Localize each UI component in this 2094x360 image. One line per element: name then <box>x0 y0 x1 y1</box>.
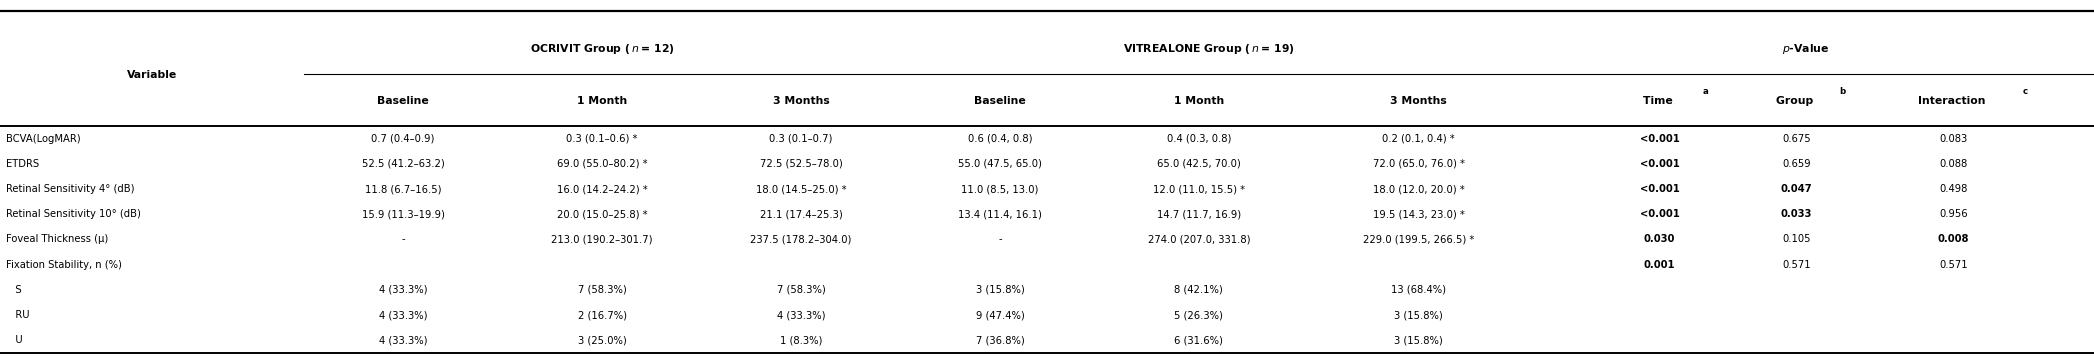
Text: 14.7 (11.7, 16.9): 14.7 (11.7, 16.9) <box>1156 209 1242 219</box>
Text: 0.047: 0.047 <box>1780 184 1813 194</box>
Text: 55.0 (47.5, 65.0): 55.0 (47.5, 65.0) <box>957 159 1043 169</box>
Text: <0.001: <0.001 <box>1640 159 1679 169</box>
Text: 19.5 (14.3, 23.0) *: 19.5 (14.3, 23.0) * <box>1374 209 1464 219</box>
Text: 0.001: 0.001 <box>1644 260 1675 270</box>
Text: 3 Months: 3 Months <box>1390 96 1447 106</box>
Text: 0.030: 0.030 <box>1644 234 1675 244</box>
Text: 0.956: 0.956 <box>1939 209 1968 219</box>
Text: Interaction: Interaction <box>1918 96 1989 106</box>
Text: 0.659: 0.659 <box>1782 159 1811 169</box>
Text: 2 (16.7%): 2 (16.7%) <box>578 310 626 320</box>
Text: 3 Months: 3 Months <box>773 96 829 106</box>
Text: 3 (25.0%): 3 (25.0%) <box>578 335 626 345</box>
Text: 11.0 (8.5, 13.0): 11.0 (8.5, 13.0) <box>961 184 1039 194</box>
Text: ETDRS: ETDRS <box>6 159 40 169</box>
Text: 7 (58.3%): 7 (58.3%) <box>777 285 825 295</box>
Text: <0.001: <0.001 <box>1640 209 1679 219</box>
Text: 0.105: 0.105 <box>1782 234 1811 244</box>
Text: 4 (33.3%): 4 (33.3%) <box>379 285 427 295</box>
Text: 6 (31.6%): 6 (31.6%) <box>1175 335 1223 345</box>
Text: 0.088: 0.088 <box>1939 159 1968 169</box>
Text: 16.0 (14.2–24.2) *: 16.0 (14.2–24.2) * <box>557 184 647 194</box>
Text: 0.675: 0.675 <box>1782 134 1811 144</box>
Text: 11.8 (6.7–16.5): 11.8 (6.7–16.5) <box>364 184 442 194</box>
Text: 21.1 (17.4–25.3): 21.1 (17.4–25.3) <box>760 209 842 219</box>
Text: Foveal Thickness (μ): Foveal Thickness (μ) <box>6 234 109 244</box>
Text: 69.0 (55.0–80.2) *: 69.0 (55.0–80.2) * <box>557 159 647 169</box>
Text: 13.4 (11.4, 16.1): 13.4 (11.4, 16.1) <box>957 209 1043 219</box>
Text: 72.5 (52.5–78.0): 72.5 (52.5–78.0) <box>760 159 842 169</box>
Text: 0.571: 0.571 <box>1939 260 1968 270</box>
Text: 1 Month: 1 Month <box>1175 96 1223 106</box>
Text: <0.001: <0.001 <box>1640 134 1679 144</box>
Text: RU: RU <box>6 310 29 320</box>
Text: 13 (68.4%): 13 (68.4%) <box>1390 285 1447 295</box>
Text: U: U <box>6 335 23 345</box>
Text: 4 (33.3%): 4 (33.3%) <box>379 335 427 345</box>
Text: -: - <box>402 234 404 244</box>
Text: S: S <box>6 285 21 295</box>
Text: 213.0 (190.2–301.7): 213.0 (190.2–301.7) <box>551 234 653 244</box>
Text: Retinal Sensitivity 4° (dB): Retinal Sensitivity 4° (dB) <box>6 184 134 194</box>
Text: 18.0 (12.0, 20.0) *: 18.0 (12.0, 20.0) * <box>1374 184 1464 194</box>
Text: Time: Time <box>1644 96 1675 106</box>
Text: 0.4 (0.3, 0.8): 0.4 (0.3, 0.8) <box>1166 134 1231 144</box>
Text: 4 (33.3%): 4 (33.3%) <box>777 310 825 320</box>
Text: 0.3 (0.1–0.7): 0.3 (0.1–0.7) <box>768 134 833 144</box>
Text: b: b <box>1841 87 1845 96</box>
Text: 9 (47.4%): 9 (47.4%) <box>976 310 1024 320</box>
Text: a: a <box>1702 87 1709 96</box>
Text: c: c <box>2023 87 2027 96</box>
Text: 0.6 (0.4, 0.8): 0.6 (0.4, 0.8) <box>967 134 1032 144</box>
Text: 0.033: 0.033 <box>1782 209 1811 219</box>
Text: OCRIVIT Group ( $n$ = 12): OCRIVIT Group ( $n$ = 12) <box>530 42 674 55</box>
Text: 1 Month: 1 Month <box>578 96 626 106</box>
Text: 229.0 (199.5, 266.5) *: 229.0 (199.5, 266.5) * <box>1363 234 1474 244</box>
Text: 0.008: 0.008 <box>1937 234 1970 244</box>
Text: 5 (26.3%): 5 (26.3%) <box>1175 310 1223 320</box>
Text: 7 (36.8%): 7 (36.8%) <box>976 335 1024 345</box>
Text: Retinal Sensitivity 10° (dB): Retinal Sensitivity 10° (dB) <box>6 209 140 219</box>
Text: Fixation Stability, n (%): Fixation Stability, n (%) <box>6 260 121 270</box>
Text: Baseline: Baseline <box>377 96 429 106</box>
Text: 8 (42.1%): 8 (42.1%) <box>1175 285 1223 295</box>
Text: 237.5 (178.2–304.0): 237.5 (178.2–304.0) <box>750 234 852 244</box>
Text: 3 (15.8%): 3 (15.8%) <box>976 285 1024 295</box>
Text: -: - <box>999 234 1001 244</box>
Text: 0.3 (0.1–0.6) *: 0.3 (0.1–0.6) * <box>565 134 639 144</box>
Text: Variable: Variable <box>128 70 176 80</box>
Text: 3 (15.8%): 3 (15.8%) <box>1395 310 1443 320</box>
Text: 7 (58.3%): 7 (58.3%) <box>578 285 626 295</box>
Text: 65.0 (42.5, 70.0): 65.0 (42.5, 70.0) <box>1158 159 1240 169</box>
Text: Group: Group <box>1776 96 1818 106</box>
Text: 18.0 (14.5–25.0) *: 18.0 (14.5–25.0) * <box>756 184 846 194</box>
Text: 1 (8.3%): 1 (8.3%) <box>779 335 823 345</box>
Text: 3 (15.8%): 3 (15.8%) <box>1395 335 1443 345</box>
Text: 0.083: 0.083 <box>1939 134 1968 144</box>
Text: $p$-Value: $p$-Value <box>1782 42 1830 55</box>
Text: Baseline: Baseline <box>974 96 1026 106</box>
Text: VITREALONE Group ( $n$ = 19): VITREALONE Group ( $n$ = 19) <box>1122 42 1296 55</box>
Text: <0.001: <0.001 <box>1640 184 1679 194</box>
Text: 52.5 (41.2–63.2): 52.5 (41.2–63.2) <box>362 159 444 169</box>
Text: BCVA(LogMAR): BCVA(LogMAR) <box>6 134 82 144</box>
Text: 72.0 (65.0, 76.0) *: 72.0 (65.0, 76.0) * <box>1374 159 1464 169</box>
Text: 274.0 (207.0, 331.8): 274.0 (207.0, 331.8) <box>1148 234 1250 244</box>
Text: 0.7 (0.4–0.9): 0.7 (0.4–0.9) <box>371 134 436 144</box>
Text: 12.0 (11.0, 15.5) *: 12.0 (11.0, 15.5) * <box>1154 184 1244 194</box>
Text: 0.498: 0.498 <box>1939 184 1968 194</box>
Text: 0.2 (0.1, 0.4) *: 0.2 (0.1, 0.4) * <box>1382 134 1455 144</box>
Text: 15.9 (11.3–19.9): 15.9 (11.3–19.9) <box>362 209 444 219</box>
Text: 4 (33.3%): 4 (33.3%) <box>379 310 427 320</box>
Text: 20.0 (15.0–25.8) *: 20.0 (15.0–25.8) * <box>557 209 647 219</box>
Text: 0.571: 0.571 <box>1782 260 1811 270</box>
